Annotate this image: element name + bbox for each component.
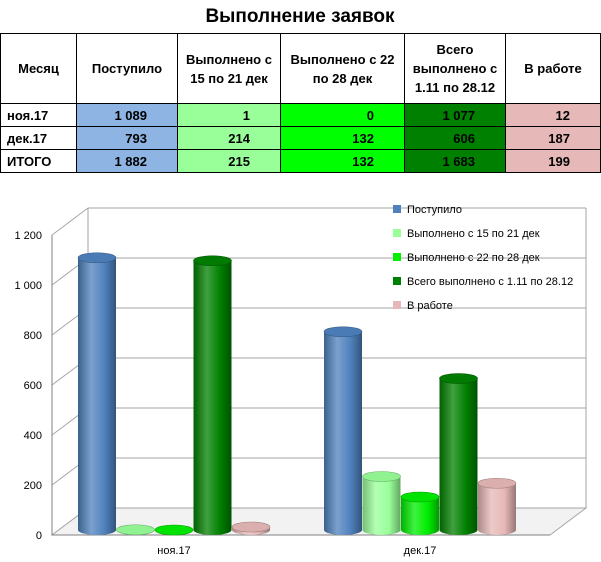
bar-4-2 <box>439 378 478 535</box>
table-header-row: Месяц Поступило Выполнено с 15 по 21 дек… <box>0 33 601 104</box>
bar-chart: 0 200 400 600 800 1 000 1 200 ноя.17 дек.17 Посту… <box>14 204 588 557</box>
y-tick-label: 0 <box>36 530 42 542</box>
legend-label: Всего выполнено с 1.11 по 28.12 <box>407 276 573 288</box>
bar-1-1 <box>78 257 116 535</box>
x-tick-label: ноя.17 <box>157 545 190 557</box>
header-done-22-28: Выполнено с 22 по 28 дек <box>280 33 405 104</box>
header-done-total: Всего выполнено с 1.11 по 28.12 <box>404 33 506 104</box>
legend-label: Выполнено с 22 по 28 дек <box>407 252 540 264</box>
legend-swatch <box>393 229 401 237</box>
cell-done-22-28: 132 <box>280 126 405 150</box>
bar-top <box>323 326 363 338</box>
cell-received: 1 882 <box>76 149 178 173</box>
cell-done-15-21: 215 <box>177 149 281 173</box>
bar-1-2 <box>324 331 362 535</box>
legend-swatch <box>393 301 401 309</box>
bar-5-2 <box>478 483 516 535</box>
header-month: Месяц <box>0 33 77 104</box>
bar-top <box>154 524 194 536</box>
y-tick-label: 1 200 <box>14 230 42 242</box>
cell-received: 1 089 <box>76 103 178 127</box>
cell-done-15-21: 1 <box>177 103 281 127</box>
bar-top <box>477 477 517 489</box>
cell-month: ноя.17 <box>0 103 77 127</box>
bar-4-1 <box>193 260 232 535</box>
cell-month: дек.17 <box>0 126 77 150</box>
y-tick-label: 600 <box>24 380 42 392</box>
legend-swatch <box>393 205 401 213</box>
x-tick-label: дек.17 <box>404 545 437 557</box>
header-done-15-21: Выполнено с 15 по 21 дек <box>177 33 281 104</box>
cell-done-total: 606 <box>404 126 506 150</box>
cell-received: 793 <box>76 126 178 150</box>
y-tick-label: 800 <box>24 330 42 342</box>
y-tick-label: 200 <box>24 480 42 492</box>
y-tick-label: 400 <box>24 430 42 442</box>
table-row: ноя.17 1 089 1 0 1 077 12 <box>0 103 601 127</box>
header-received: Поступило <box>76 33 178 104</box>
cell-done-22-28: 0 <box>280 103 405 127</box>
cell-in-work: 187 <box>505 126 601 150</box>
legend-swatch <box>393 253 401 261</box>
bar-top <box>362 471 401 482</box>
bar-2-2 <box>362 476 401 535</box>
cell-done-total: 1 683 <box>404 149 506 173</box>
cell-in-work: 12 <box>505 103 601 127</box>
bar-top <box>231 521 271 533</box>
cell-done-15-21: 214 <box>177 126 281 150</box>
cell-in-work: 199 <box>505 149 601 173</box>
bar-top <box>77 252 117 264</box>
legend-swatch <box>393 277 401 285</box>
gridline-side <box>51 207 89 236</box>
legend-label: Поступило <box>407 204 462 216</box>
header-in-work: В работе <box>505 33 601 104</box>
table-row-total: ИТОГО 1 882 215 132 1 683 199 <box>0 149 601 173</box>
page-title: Выполнение заявок <box>205 6 395 27</box>
y-tick-label: 1 000 <box>14 280 42 292</box>
table-row: дек.17 793 214 132 606 187 <box>0 126 601 150</box>
cell-done-22-28: 132 <box>280 149 405 173</box>
summary-table: Месяц Поступило Выполнено с 15 по 21 дек… <box>0 33 601 173</box>
legend-label: В работе <box>407 300 453 312</box>
cell-done-total: 1 077 <box>404 103 506 127</box>
bar-3-2 <box>401 497 439 535</box>
bar-top <box>400 491 440 503</box>
legend-label: Выполнено с 15 по 21 дек <box>407 228 540 240</box>
bar-top <box>193 255 232 267</box>
bar-top <box>116 524 155 536</box>
cell-month: ИТОГО <box>0 149 77 173</box>
bar-top <box>439 373 478 384</box>
